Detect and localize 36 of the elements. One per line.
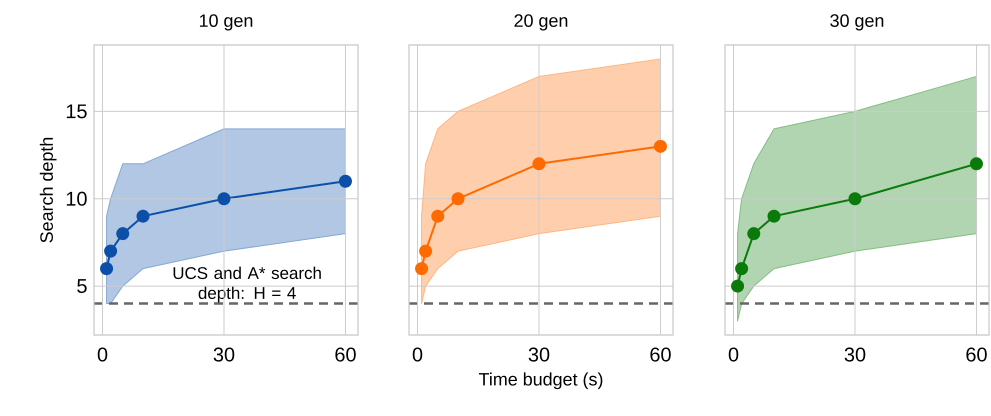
x-tick-label: 30	[214, 348, 234, 362]
y-tick-label: 15	[66, 104, 87, 118]
point	[452, 192, 465, 206]
x-tick-label: 0	[412, 348, 422, 362]
point	[735, 262, 748, 276]
y-tick-label: 10	[66, 192, 87, 206]
x-tick-label: 30	[528, 348, 550, 362]
point	[217, 192, 230, 206]
y-axis-title: Search depth	[40, 138, 57, 243]
x-tick-label: 30	[844, 348, 866, 362]
point	[116, 227, 130, 240]
point	[768, 210, 781, 223]
point	[747, 227, 760, 240]
point	[731, 280, 744, 293]
x-tick-label: 60	[335, 348, 356, 362]
x-tick-label: 0	[728, 348, 738, 362]
chart-title: 10 gen	[200, 14, 252, 31]
x-tick-label: 60	[650, 348, 671, 362]
point	[431, 210, 444, 223]
point	[970, 157, 983, 170]
x-axis-title: Time budget (s)	[478, 372, 602, 390]
y-tick-label: 5	[77, 279, 87, 294]
chart-title: 30 gen	[830, 14, 884, 31]
x-tick-label: 60	[966, 348, 987, 362]
point	[654, 140, 667, 153]
point	[415, 262, 428, 276]
point	[848, 192, 862, 206]
point	[532, 157, 546, 170]
point	[100, 262, 114, 276]
point	[136, 210, 150, 223]
point	[338, 174, 352, 188]
x-tick-label: 0	[98, 348, 108, 362]
point	[104, 244, 118, 258]
ref-line-label: UCS and A* search depth: H = 4	[174, 266, 321, 302]
chart-title: 20 gen	[514, 14, 568, 31]
point	[419, 244, 432, 258]
